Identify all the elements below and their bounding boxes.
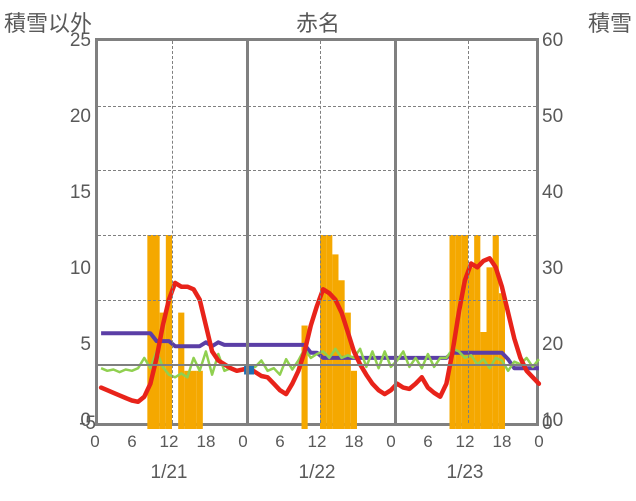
snow-bar-hour-16: [197, 371, 203, 429]
snow-bar-hour-14: [184, 371, 190, 429]
xtick-label-hour-6: 6: [119, 432, 145, 452]
xtick-label-hour-12: 12: [156, 432, 182, 452]
snow-bar-hour-38: [332, 254, 338, 429]
snow-bar-hour-13: [178, 313, 184, 429]
snow-bar-hour-41: [351, 371, 357, 429]
chart-title: 赤名: [296, 6, 340, 38]
ytick-left-15: 15: [51, 182, 91, 204]
chart-root: 積雪以外 赤名 積雪 25 20 15 10 5 0 -5 60 50 40 3…: [0, 0, 636, 501]
snow-bar-hour-9: [154, 235, 160, 429]
ytick-left-25: 25: [51, 30, 91, 52]
gridline-horizontal-15: [98, 170, 536, 171]
xtick-label-hour-54: 6: [415, 432, 441, 452]
xday-label-1-23: 1/23: [425, 462, 505, 484]
gridline-vertical-day-boundary-48: [394, 41, 397, 423]
gridline-horizontal-10: [98, 235, 536, 236]
xday-label-1-21: 1/21: [129, 462, 209, 484]
xtick-label-hour-24: 0: [230, 432, 256, 452]
right-axis-title: 積雪: [588, 6, 632, 38]
snow-bar-hour-15: [191, 371, 197, 429]
gridline-vertical-noon-12: [172, 41, 173, 423]
xtick-label-hour-36: 12: [304, 432, 330, 452]
xtick-label-hour-66: 18: [489, 432, 515, 452]
xday-label-1-22: 1/22: [277, 462, 357, 484]
ytick-right-30: 30: [542, 258, 582, 280]
gridline-vertical-day-boundary-24: [246, 41, 249, 423]
xtick-label-hour-42: 18: [341, 432, 367, 452]
gridline-horizontal-5: [98, 300, 536, 301]
xtick-label-hour-0: 0: [82, 432, 108, 452]
ytick-right-60: 60: [542, 30, 582, 52]
plot-area: [95, 38, 539, 426]
xtick-label-hour-60: 12: [452, 432, 478, 452]
gridline-vertical-noon-60: [468, 41, 469, 423]
gridline-horizontal-20: [98, 106, 536, 107]
snow-bar-hour-62: [480, 332, 486, 429]
ytick-left-10: 10: [51, 258, 91, 280]
ytick-right-40: 40: [542, 182, 582, 204]
snow-bar-hour-63: [487, 267, 493, 429]
gridline-vertical-noon-36: [320, 41, 321, 423]
ytick-left-5: 5: [51, 334, 91, 356]
xtick-label-hour-18: 18: [193, 432, 219, 452]
xtick-label-hour-30: 6: [267, 432, 293, 452]
ytick-left-20: 20: [51, 106, 91, 128]
xtick-label-hour-48: 0: [378, 432, 404, 452]
xtick-label-hour-72: 0: [526, 432, 552, 452]
ytick-right-20: 20: [542, 334, 582, 356]
snow-bar-hour-37: [326, 235, 332, 429]
ytick-right-50: 50: [542, 106, 582, 128]
gridline-zero: [98, 364, 536, 366]
